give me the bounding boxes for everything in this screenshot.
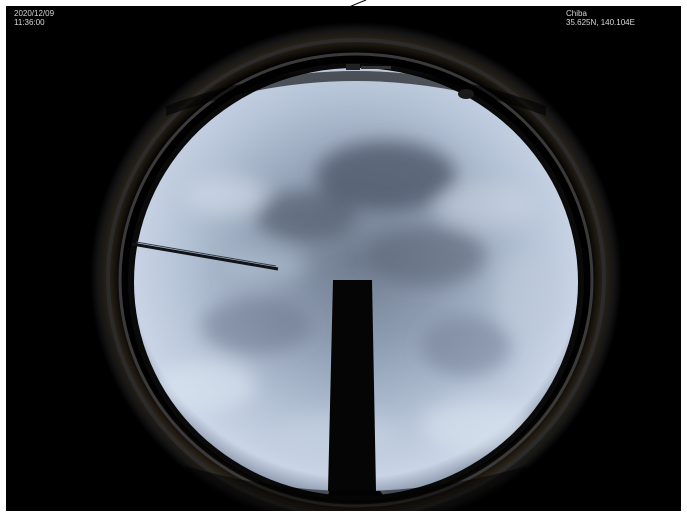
fisheye-sky-image: [90, 22, 622, 511]
antenna-rod: [131, 242, 279, 271]
location-label: Chiba: [566, 9, 587, 18]
datetime-overlay: 2020/12/09 11:36:00: [14, 9, 54, 27]
date-label: 2020/12/09: [14, 9, 55, 18]
lens-top-shadow: [166, 71, 546, 116]
coordinates-label: 35.625N, 140.104E: [566, 18, 635, 27]
lens-ring-mid: [106, 38, 606, 511]
lens-bottom-shadow: [186, 466, 526, 511]
cloud-texture: [156, 141, 556, 458]
camera-frame: 2020/12/09 11:36:00 Chiba 35.625N, 140.1…: [6, 6, 681, 511]
housing-detail-top: [346, 64, 360, 70]
chimney-silhouette: [328, 280, 384, 496]
housing-detail-right: [458, 89, 474, 99]
time-label: 11:36:00: [14, 18, 45, 27]
housing-detail-top-2: [361, 66, 391, 69]
antenna-rod-highlight: [135, 241, 277, 267]
location-overlay: Chiba 35.625N, 140.104E: [566, 9, 635, 27]
